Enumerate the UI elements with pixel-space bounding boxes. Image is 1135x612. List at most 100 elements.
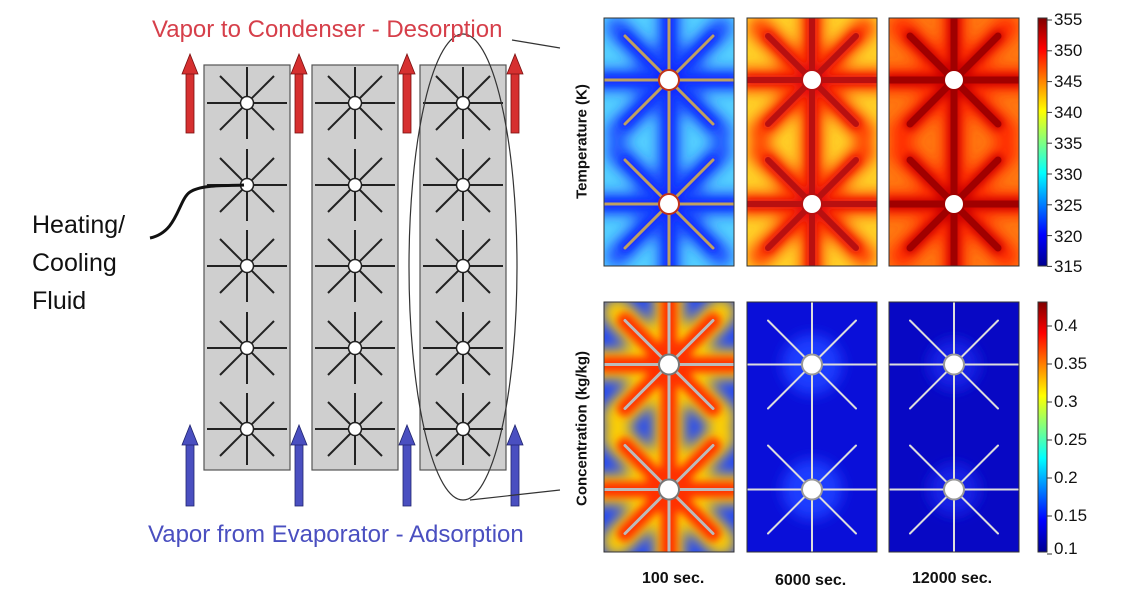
fluid-pointer <box>149 183 245 240</box>
temperature-tick: 340 <box>1054 103 1083 122</box>
heat-exchanger-tube <box>207 312 287 384</box>
tube-icon <box>455 421 471 437</box>
temperature-tick: 320 <box>1054 227 1083 246</box>
tube-icon <box>455 177 471 193</box>
adsorption-arrow-shaft <box>402 443 412 507</box>
tube-icon <box>801 478 823 501</box>
tube-icon <box>801 193 823 215</box>
concentration-tick: 0.4 <box>1054 316 1078 335</box>
zoom-connector <box>511 39 561 49</box>
concentration-tick: 0.1 <box>1054 539 1078 558</box>
tube-icon <box>455 340 471 356</box>
tube-icon <box>658 193 680 215</box>
heat-exchanger-diagram <box>149 33 561 507</box>
simulation-panels <box>603 17 1020 553</box>
tube-icon <box>943 353 965 376</box>
heat-exchanger-tube <box>315 149 395 221</box>
arrow-up-icon <box>290 52 308 75</box>
tube-icon <box>347 177 363 193</box>
adsorption-arrow-shaft <box>510 443 520 507</box>
heat-exchanger-tube <box>423 312 503 384</box>
temperature-tick: 345 <box>1054 72 1083 91</box>
desorption-arrow-shaft <box>510 72 520 134</box>
fluid-label-line-3: Fluid <box>32 287 87 315</box>
temperature-tick: 355 <box>1054 10 1083 29</box>
adsorption-title: Vapor from Evaporator - Adsorption <box>148 521 524 548</box>
heating-cooling-fluid-label: Heating/ Cooling Fluid <box>32 206 125 320</box>
adsorption-arrow-shaft <box>185 443 195 507</box>
desorption-title: Vapor to Condenser - Desorption <box>152 16 503 43</box>
arrow-up-icon <box>181 423 199 446</box>
concentration-axis-label: Concentration (kg/kg) <box>573 351 591 507</box>
contour-panel <box>747 18 877 266</box>
heat-exchanger-tube <box>315 312 395 384</box>
heat-exchanger-tube <box>207 230 287 302</box>
heat-exchanger-tube <box>315 67 395 139</box>
temperature-tick: 350 <box>1054 41 1083 60</box>
concentration-colorbar <box>1037 301 1048 553</box>
temperature-tick: 330 <box>1054 165 1083 184</box>
concentration-tick: 0.2 <box>1054 468 1078 487</box>
panel-frame <box>888 301 1020 553</box>
tube-icon <box>455 95 471 111</box>
tube-icon <box>801 69 823 91</box>
heat-exchanger-tube <box>423 393 503 465</box>
heat-exchanger-tube <box>315 230 395 302</box>
heat-exchanger-tube <box>423 149 503 221</box>
contour-panel <box>604 302 734 552</box>
tube-icon <box>239 95 255 111</box>
arrow-up-icon <box>398 423 416 446</box>
contour-panel <box>889 18 1019 266</box>
panel-frame <box>746 301 878 553</box>
heat-exchanger-tube <box>207 67 287 139</box>
tube-icon <box>943 478 965 501</box>
concentration-tick: 0.3 <box>1054 392 1078 411</box>
contour-panel <box>747 302 877 552</box>
tube-icon <box>658 478 680 501</box>
tube-icon <box>239 340 255 356</box>
panel-frame <box>746 17 878 267</box>
tube-icon <box>347 421 363 437</box>
contour-panel <box>889 302 1019 552</box>
tube-icon <box>347 95 363 111</box>
time-label-1: 100 sec. <box>642 570 705 587</box>
tube-icon <box>347 340 363 356</box>
heat-exchanger-tube <box>207 149 287 221</box>
heat-exchanger-tube <box>315 393 395 465</box>
tube-icon <box>801 353 823 376</box>
time-label-3: 12000 sec. <box>912 570 993 587</box>
tube-icon <box>455 258 471 274</box>
temperature-tick: 335 <box>1054 134 1083 153</box>
arrow-up-icon <box>506 423 524 446</box>
panel-frame <box>603 301 735 553</box>
desorption-arrow-shaft <box>402 72 412 134</box>
fluid-label-line-2: Cooling <box>32 249 117 277</box>
time-label-2: 6000 sec. <box>775 572 847 589</box>
tube-icon <box>239 258 255 274</box>
concentration-tick: 0.25 <box>1054 430 1088 449</box>
temperature-colorbar <box>1037 17 1048 267</box>
arrow-up-icon <box>290 423 308 446</box>
concentration-tick: 0.35 <box>1054 354 1088 373</box>
zoom-ellipse <box>408 33 518 501</box>
tube-icon <box>658 353 680 376</box>
arrow-up-icon <box>181 52 199 75</box>
tube-icon <box>943 69 965 91</box>
tube-icon <box>239 421 255 437</box>
concentration-tick: 0.15 <box>1054 506 1088 525</box>
desorption-arrow-shaft <box>294 72 304 134</box>
temperature-tick: 325 <box>1054 196 1083 215</box>
tube-icon <box>347 258 363 274</box>
arrow-up-icon <box>398 52 416 75</box>
zoom-connector <box>469 489 561 501</box>
tube-icon <box>658 69 680 91</box>
temperature-tick: 315 <box>1054 257 1083 276</box>
desorption-arrow-shaft <box>185 72 195 134</box>
heat-exchanger-tube <box>207 393 287 465</box>
fluid-label-line-1: Heating/ <box>32 211 126 239</box>
arrow-up-icon <box>506 52 524 75</box>
temperature-axis-label: Temperature (K) <box>573 84 591 199</box>
tube-icon <box>943 193 965 215</box>
heat-exchanger-tube <box>423 67 503 139</box>
adsorption-arrow-shaft <box>294 443 304 507</box>
